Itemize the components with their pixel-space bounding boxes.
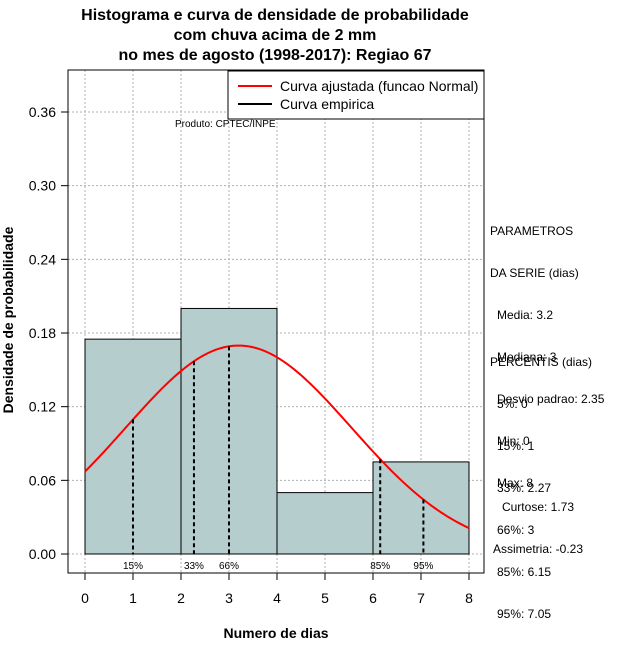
percentis-line-85: 85%: 6.15 [497,565,552,579]
chart-title-line-2: com chuva acima de 2 mm [173,27,377,44]
percentile-label-1: 33% [184,561,204,572]
stats-line-desvio: Desvio padrao: 2.35 [497,392,605,406]
axes: 0 1 2 3 4 5 6 7 8 0.00 0.06 0.12 0.18 0.24 0.30 0.36 [29,69,485,606]
assimetria-text: Assimetria: -0.23 [492,542,584,556]
y-tick-label-3: 0.18 [29,325,56,341]
percentis-line-66: 66%: 3 [497,523,535,537]
percentis-line-15: 15%: 1 [497,439,535,453]
percentis-line-95: 95%: 7.05 [497,607,552,621]
stats-line-max: Max: 8 [497,476,534,490]
x-tick-label-2: 2 [177,590,185,606]
y-tick-label-2: 0.12 [29,399,56,415]
curves [84,344,470,530]
stats-line-media: Media: 3.2 [497,308,554,322]
product-label: Produto: CPTEC/INPE [175,119,276,130]
histogram-bar-3 [372,461,470,555]
y-tick-label-6: 0.36 [29,104,56,120]
shape-panel: Curtose: 1.73 Assimetria: -0.23 [486,472,590,570]
legend-fitted-label: Curva ajustada (funcao Normal) [280,78,478,94]
legend-empirical-label: Curva empirica [280,96,374,112]
chart-title-line-3: no mes de agosto (1998-2017): Regiao 67 [118,47,432,64]
percentis-line-33: 33%: 2.27 [497,481,552,495]
x-tick-label-7: 7 [417,590,425,606]
percentile-label-2: 66% [219,561,239,572]
stats-header-1: PARAMETROS [490,224,574,238]
curtose-text: Curtose: 1.73 [501,500,575,514]
histogram-bars [84,307,470,555]
percentile-label-4: 95% [413,561,433,572]
legend-box [227,70,485,120]
stats-line-mediana: Mediana: 3 [497,350,557,364]
chart-title-line-1: Histograma e curva de densidade de proba… [81,7,469,24]
y-tick-label-1: 0.06 [29,472,56,488]
percentile-label-0: 15% [123,561,143,572]
x-tick-label-4: 4 [273,590,281,606]
x-tick-label-6: 6 [369,590,377,606]
percentile-label-3: 85% [370,561,390,572]
x-tick-label-0: 0 [81,590,89,606]
legend: Curva ajustada (funcao Normal) Curva emp… [227,70,485,120]
fitted-normal-curve [84,344,470,530]
y-tick-label-4: 0.24 [29,251,56,267]
x-tick-label-1: 1 [129,590,137,606]
x-tick-label-3: 3 [225,590,233,606]
percentis-line-5: 5%: 0 [497,397,528,411]
y-axis-label: Densidade de probabilidade [0,226,16,413]
x-axis-label: Numero de dias [223,625,328,641]
y-tick-label-5: 0.30 [29,178,56,194]
histogram-bar-0 [84,338,182,555]
stats-line-min: Min: 0 [497,434,530,448]
stats-header-2: DA SERIE (dias) [490,266,579,280]
percentis-panel: PERCENTIS (dias) 5%: 0 15%: 1 33%: 2.27 … [490,327,592,635]
x-tick-label-8: 8 [465,590,473,606]
y-tick-label-0: 0.00 [29,546,56,562]
percentis-header: PERCENTIS (dias) [490,355,593,369]
x-tick-label-5: 5 [321,590,329,606]
percentile-markers: 15% 33% 66% 85% 95% [123,346,434,572]
histogram-bar-2 [276,492,374,555]
stats-panel: PARAMETROS DA SERIE (dias) Media: 3.2 Me… [490,196,604,504]
